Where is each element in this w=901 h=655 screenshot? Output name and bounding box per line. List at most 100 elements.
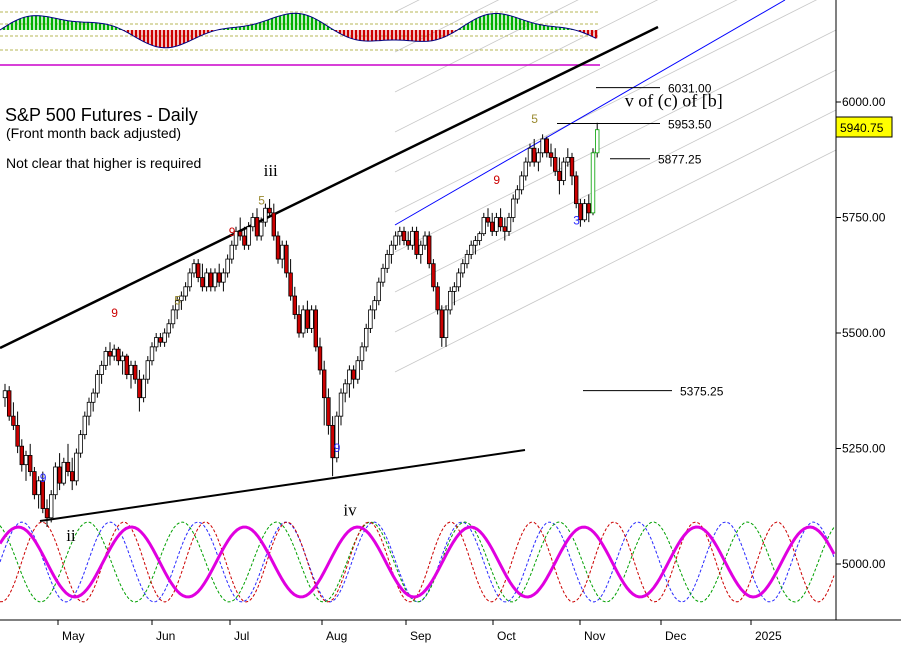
candle-body: [532, 147, 537, 163]
candle-body: [330, 424, 335, 459]
candle-body: [498, 217, 503, 228]
candle-body: [208, 272, 213, 288]
candle-body: [284, 244, 289, 274]
fan-line: [394, 109, 837, 333]
candle-body: [124, 355, 129, 375]
candle-body: [502, 226, 507, 232]
candle-body: [145, 360, 150, 380]
candle-body: [401, 230, 407, 242]
candle-body: [70, 471, 75, 482]
candle-body: [44, 508, 50, 519]
x-tick-label: Sep: [410, 629, 432, 643]
cycle-blue: [0, 521, 835, 603]
candle-body: [569, 157, 575, 177]
candle-body: [447, 291, 453, 311]
candle-body: [595, 129, 600, 154]
candle-body: [141, 378, 146, 399]
candle-body: [36, 480, 41, 496]
candle-body: [296, 314, 302, 334]
candle-body: [221, 272, 226, 283]
candle-body: [212, 272, 218, 288]
candle-body: [565, 157, 570, 163]
candle-body: [15, 424, 20, 447]
candle-body: [23, 455, 29, 466]
x-tick-label: Aug: [326, 629, 347, 643]
osc-line: [0, 12, 597, 49]
candle-body: [544, 138, 549, 154]
td-count-label: 9: [40, 471, 47, 485]
candle-body: [183, 286, 188, 297]
candle-body: [74, 452, 79, 482]
lower-trendline: [39, 449, 526, 522]
candle-body: [174, 300, 180, 311]
candle-body: [153, 337, 159, 348]
candle-body: [393, 235, 398, 246]
candle-body: [363, 327, 369, 348]
candle-body: [191, 263, 197, 274]
fan-line: [394, 0, 738, 173]
candle-body: [27, 455, 33, 472]
candle-body: [53, 466, 58, 496]
x-tick-label: May: [62, 629, 85, 643]
candle-body: [389, 244, 394, 255]
candle-body: [40, 480, 45, 509]
fan-line: [394, 0, 818, 213]
candle-body: [225, 258, 230, 274]
candle-body: [347, 369, 352, 385]
y-axis: 5000.00 5250.00 5500.00 5750.00 6000.00: [836, 95, 886, 571]
candle-body: [91, 392, 96, 403]
candle-body: [473, 240, 478, 246]
fan-line: [394, 29, 837, 253]
candle-body: [494, 217, 499, 232]
chart-title: S&P 500 Futures - Daily: [5, 105, 198, 125]
x-tick-label: 2025: [755, 629, 782, 643]
wave-label: v of (c) of [b]: [625, 91, 723, 112]
candle-body: [149, 346, 155, 362]
candle-body: [200, 277, 205, 288]
x-tick-label: Jun: [156, 629, 175, 643]
candle-body: [292, 295, 297, 315]
candle-body: [313, 309, 318, 348]
candle-body: [57, 466, 62, 484]
x-axis: May Jun Jul Aug Sep Oct Nov Dec 2025: [57, 620, 782, 643]
candle-body: [586, 203, 591, 214]
candle-body: [481, 217, 486, 235]
candle-body: [468, 244, 474, 255]
td-count-label: 5: [531, 112, 538, 126]
x-tick-label: Jul: [234, 629, 249, 643]
fan-line: [394, 149, 837, 373]
last-price-label: 5940.75: [840, 121, 884, 135]
candle-body: [368, 309, 373, 329]
candle-body: [103, 351, 108, 366]
td-count-label: 9: [229, 225, 236, 239]
candle-body: [216, 272, 222, 283]
candle-body: [65, 461, 71, 472]
top-oscillator: [0, 11, 600, 66]
candle-body: [179, 295, 184, 302]
candle-body: [162, 332, 167, 343]
candle-body: [300, 309, 306, 334]
candle-body: [137, 378, 142, 399]
candle-body: [414, 230, 419, 255]
candle-body: [61, 461, 66, 484]
candle-body: [132, 364, 138, 380]
candle-body: [334, 415, 339, 459]
candle-body: [464, 254, 470, 265]
candle-body: [574, 175, 579, 205]
candle-body: [317, 346, 323, 371]
td-count-label: 3: [573, 213, 580, 227]
candle-body: [2, 390, 8, 399]
candle-body: [279, 244, 285, 260]
x-tick-label: Oct: [497, 629, 516, 643]
level-label: 6031.00: [668, 82, 712, 96]
fan-line: [394, 0, 579, 93]
candle-body: [590, 152, 596, 214]
candle-body: [418, 244, 423, 255]
candle-body: [32, 471, 37, 496]
candle-body: [120, 355, 125, 362]
candle-body: [237, 230, 243, 237]
td-count-label: 9: [493, 173, 500, 187]
y-tick-label: 5250.00: [842, 442, 886, 456]
candle-body: [326, 397, 331, 426]
